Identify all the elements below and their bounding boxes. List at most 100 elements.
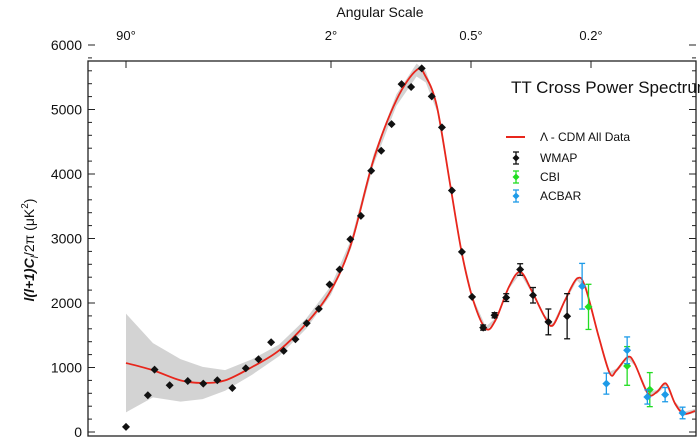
wmap-data-point	[335, 265, 344, 274]
marker	[678, 408, 687, 417]
marker	[291, 335, 300, 344]
wmap-data-point	[279, 346, 288, 355]
model-uncertainty-band	[126, 63, 695, 416]
wmap-data-point	[427, 92, 436, 101]
legend-label: WMAP	[540, 151, 577, 165]
cbi-data-point	[584, 283, 593, 331]
marker	[377, 146, 386, 155]
wmap-data-point	[377, 146, 386, 155]
acbar-data-point	[643, 389, 652, 405]
marker	[346, 235, 355, 244]
marker	[623, 346, 632, 355]
wmap-data-point	[479, 323, 488, 332]
wmap-data-point	[490, 311, 499, 320]
marker	[397, 80, 406, 89]
legend-marker	[512, 192, 520, 200]
marker	[302, 319, 311, 328]
wmap-data-point	[325, 280, 334, 289]
wmap-data-point	[387, 120, 396, 129]
marker	[367, 166, 376, 175]
top-tick-label: 2°	[325, 28, 337, 43]
marker	[437, 123, 446, 132]
marker	[122, 422, 130, 431]
top-tick-label: 90°	[116, 28, 136, 43]
marker	[417, 64, 426, 73]
y-tick-label: 5000	[51, 102, 82, 118]
marker	[143, 391, 152, 400]
legend: TT Cross Power Spectrum Λ - CDM All Data…	[506, 78, 700, 203]
wmap-data-point	[165, 381, 174, 390]
wmap-data-point	[437, 123, 446, 132]
marker	[516, 265, 525, 274]
marker	[335, 265, 344, 274]
acbar-data-point	[578, 262, 587, 310]
wmap-data-point	[457, 247, 466, 256]
wmap-data-point	[563, 292, 572, 340]
legend-model-label: Λ - CDM All Data	[540, 130, 630, 144]
wmap-data-point	[122, 422, 130, 431]
top-tick-label: 0.5°	[459, 28, 482, 43]
acbar-data-point	[661, 386, 670, 403]
wmap-data-point	[143, 391, 152, 400]
lcdm-model-line	[125, 67, 696, 415]
marker	[325, 280, 334, 289]
wmap-data-point	[468, 292, 477, 301]
wmap-data-point	[417, 64, 426, 73]
legend-item-wmap: WMAP	[512, 151, 577, 165]
y-axis-label: l(l+1)Cl/2π (μK2)	[20, 199, 41, 302]
marker	[165, 381, 174, 390]
marker	[213, 376, 222, 385]
acbar-data-point	[602, 372, 611, 395]
marker	[447, 186, 456, 195]
marker	[544, 317, 553, 326]
wmap-data-point	[346, 235, 355, 244]
marker	[228, 383, 237, 392]
marker	[661, 390, 670, 399]
marker	[279, 346, 288, 355]
legend-label: ACBAR	[540, 189, 582, 203]
wmap-data-point	[199, 379, 208, 388]
wmap-data-point	[267, 338, 276, 347]
wmap-data-point	[213, 376, 222, 385]
marker	[356, 211, 365, 220]
top-tick-label: 0.2°	[579, 28, 602, 43]
y-tick-label: 2000	[51, 295, 82, 311]
marker	[468, 292, 477, 301]
wmap-data-point	[291, 335, 300, 344]
wmap-data-point	[502, 293, 511, 303]
acbar-data-point	[623, 336, 632, 365]
wmap-data-point	[183, 376, 192, 385]
wmap-data-point	[228, 383, 237, 392]
y-tick-label: 0	[74, 424, 82, 440]
chart-title: TT Cross Power Spectrum	[511, 78, 700, 97]
y-tick-label: 6000	[51, 37, 82, 53]
marker	[407, 83, 416, 92]
marker	[584, 302, 593, 311]
wmap-data-point	[544, 308, 553, 336]
marker	[563, 312, 572, 321]
marker	[387, 120, 396, 129]
wmap-data-point	[447, 186, 456, 195]
marker	[183, 376, 192, 385]
wmap-data-point	[254, 355, 263, 364]
legend-item-cbi: CBI	[512, 170, 560, 184]
wmap-data-point	[516, 263, 525, 276]
marker	[254, 355, 263, 364]
marker	[479, 323, 488, 332]
marker	[241, 364, 250, 373]
marker	[267, 338, 276, 347]
legend-marker	[512, 154, 520, 162]
top-axis-label: Angular Scale	[336, 4, 423, 20]
marker	[578, 282, 587, 291]
marker	[427, 92, 436, 101]
legend-item-acbar: ACBAR	[512, 189, 582, 203]
marker	[457, 247, 466, 256]
legend-marker	[512, 173, 520, 181]
legend-label: CBI	[540, 170, 560, 184]
wmap-data-point	[241, 364, 250, 373]
acbar-data-point	[678, 406, 687, 420]
marker	[150, 365, 159, 374]
confidence-band	[126, 63, 695, 416]
plot-frame	[87, 60, 697, 437]
